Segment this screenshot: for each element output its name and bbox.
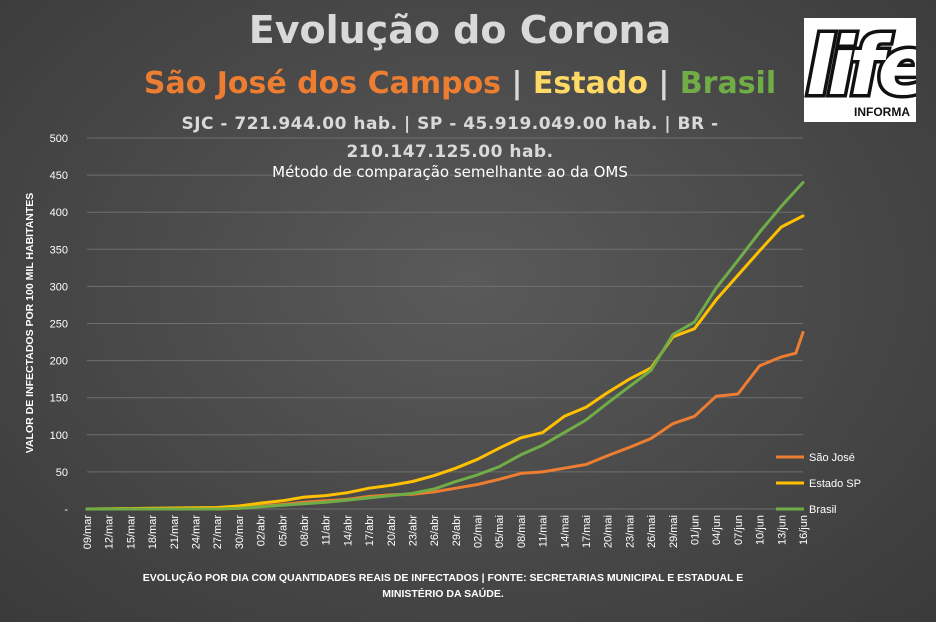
y-tick-label: 50 xyxy=(56,467,68,479)
x-tick-label: 01/jun xyxy=(690,515,702,545)
subtitle-separator: | xyxy=(647,66,680,101)
x-tick-label: 29/abr xyxy=(451,515,463,547)
x-tick-label: 27/mar xyxy=(212,515,224,550)
y-tick-label: 250 xyxy=(50,319,68,331)
x-tick-label: 20/mai xyxy=(603,515,615,548)
x-tick-label: 07/jun xyxy=(733,515,745,545)
y-tick-label: 100 xyxy=(50,430,68,442)
x-tick-label: 05/abr xyxy=(277,515,289,547)
x-tick-label: 26/abr xyxy=(429,515,441,547)
x-tick-label: 08/abr xyxy=(299,515,311,547)
legend-label: Estado SP xyxy=(809,478,861,490)
x-tick-label: 17/mai xyxy=(581,515,593,548)
x-tick-label: 08/mai xyxy=(516,515,528,548)
x-tick-label: 26/mai xyxy=(646,515,658,548)
x-tick-label: 15/mar xyxy=(125,515,137,550)
subtitle-sjc: São José dos Campos xyxy=(143,66,502,101)
chart-title: Evolução do Corona xyxy=(248,8,672,52)
x-axis-ticks: 09/mar 12/mar 15/mar 18/mar 21/mar 24/mar 27/m… xyxy=(82,515,810,550)
subtitle-brasil: Brasil xyxy=(679,66,777,101)
y-tick-label: 400 xyxy=(50,207,68,219)
logo-main: life xyxy=(806,20,916,113)
x-tick-label: 09/mar xyxy=(82,515,94,550)
x-tick-label: 10/jun xyxy=(755,515,767,545)
x-tick-label: 24/mar xyxy=(190,515,202,550)
x-tick-label: 17/abr xyxy=(364,515,376,547)
x-tick-label: 05/mai xyxy=(494,515,506,548)
series-line xyxy=(85,330,805,511)
x-tick-label: 12/mar xyxy=(104,515,116,550)
legend: São José Estado SP Brasil xyxy=(776,452,861,516)
series-lines xyxy=(85,181,805,511)
x-tick-label: 14/abr xyxy=(342,515,354,547)
y-tick-label: 150 xyxy=(50,393,68,405)
x-tick-label: 02/mai xyxy=(473,515,485,548)
y-tick-label: 300 xyxy=(50,281,68,293)
x-tick-label: 14/mai xyxy=(559,515,571,548)
y-tick-label: - xyxy=(64,504,68,516)
legend-label: Brasil xyxy=(809,504,837,516)
x-tick-label: 11/mai xyxy=(538,515,550,547)
x-tick-label: 04/jun xyxy=(711,515,723,545)
x-axis-label-line2: MINISTÉRIO DA SAÚDE. xyxy=(382,587,504,600)
y-tick-label: 350 xyxy=(50,244,68,256)
x-tick-label: 02/abr xyxy=(256,515,268,547)
y-axis-ticks: - 50 100 150 200 250 300 350 400 450 500 xyxy=(50,133,69,516)
subtitle-separator: | xyxy=(501,66,533,101)
y-axis-label: VALOR DE INFECTADOS POR 100 MIL HABITANT… xyxy=(24,193,36,454)
x-tick-label: 30/mar xyxy=(234,515,246,550)
x-tick-label: 21/mar xyxy=(169,515,181,550)
life-informa-logo: life INFORMA xyxy=(804,18,916,122)
series-line xyxy=(85,214,805,511)
x-tick-label: 11/abr xyxy=(321,515,333,546)
x-tick-label: 20/abr xyxy=(386,515,398,547)
x-tick-label: 16/jun xyxy=(798,515,810,545)
series-line xyxy=(85,181,805,511)
chart-subtitle: São José dos Campos | Estado | Brasil xyxy=(0,66,920,101)
x-axis-label-line1: EVOLUÇÃO POR DIA COM QUANTIDADES REAIS D… xyxy=(143,571,744,584)
x-tick-label: 23/abr xyxy=(407,515,419,547)
y-tick-label: 450 xyxy=(50,170,68,182)
subtitle-estado: Estado xyxy=(532,66,648,101)
gridlines xyxy=(87,137,803,510)
method-note: Método de comparação semelhante ao da OM… xyxy=(272,163,628,181)
y-tick-label: 500 xyxy=(50,133,68,145)
legend-label: São José xyxy=(809,452,855,464)
x-tick-label: 29/mai xyxy=(668,515,680,548)
x-tick-label: 13/jun xyxy=(776,515,788,545)
x-tick-label: 23/mai xyxy=(624,515,636,548)
population-text: SJC - 721.944.00 hab. | SP - 45.919.049.… xyxy=(181,114,719,162)
logo-sub: INFORMA xyxy=(854,105,910,119)
y-tick-label: 200 xyxy=(50,356,68,368)
x-tick-label: 18/mar xyxy=(147,515,159,550)
